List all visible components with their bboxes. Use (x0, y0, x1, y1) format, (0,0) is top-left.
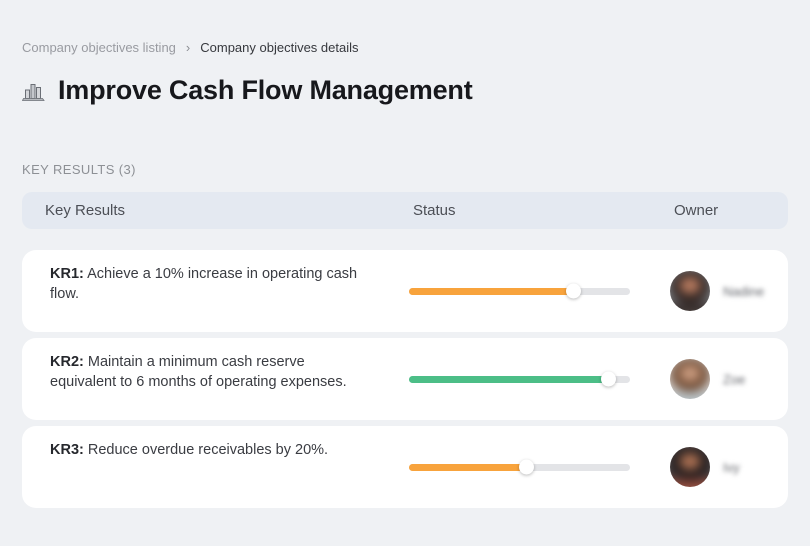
table-header-row: Key Results Status Owner (22, 192, 788, 229)
progress-slider[interactable] (409, 459, 630, 475)
table-row[interactable]: KR1: Achieve a 10% increase in operating… (22, 250, 788, 332)
objective-details-page: Company objectives listing › Company obj… (22, 40, 788, 508)
avatar (670, 271, 710, 311)
title-row: Improve Cash Flow Management (22, 75, 788, 106)
table-row[interactable]: KR3: Reduce overdue receivables by 20%. … (22, 426, 788, 508)
kr-text: Achieve a 10% increase in operating cash… (50, 266, 358, 302)
avatar (670, 359, 710, 399)
slider-thumb-icon[interactable] (519, 459, 535, 475)
column-header-status: Status (413, 202, 456, 219)
page-title: Improve Cash Flow Management (58, 75, 473, 105)
breadcrumb-item-listing[interactable]: Company objectives listing (22, 40, 176, 55)
owner-name: Ivy (723, 459, 740, 475)
breadcrumb: Company objectives listing › Company obj… (22, 40, 788, 55)
progress-slider[interactable] (409, 283, 630, 299)
kr-id-label: KR3: (50, 442, 84, 458)
status-cell (409, 371, 652, 387)
column-header-owner: Owner (674, 202, 719, 219)
status-cell (409, 459, 652, 475)
kr-id-label: KR1: (50, 266, 84, 282)
slider-thumb-icon[interactable] (565, 283, 581, 299)
kr-text: Maintain a minimum cash reserve equivale… (50, 354, 347, 390)
key-results-list: KR1: Achieve a 10% increase in operating… (22, 250, 788, 508)
breadcrumb-item-details: Company objectives details (200, 40, 359, 55)
slider-thumb-icon[interactable] (600, 371, 616, 387)
key-results-section-label: KEY RESULTS (3) (22, 162, 136, 177)
owner-name: Zoe (723, 371, 746, 387)
avatar (670, 447, 710, 487)
owner-cell: Zoe (652, 359, 788, 399)
progress-slider[interactable] (409, 371, 630, 387)
column-header-key-results: Key Results (45, 202, 126, 219)
bar-chart-icon (22, 79, 46, 103)
kr-description: KR2: Maintain a minimum cash reserve equ… (22, 338, 409, 392)
kr-description: KR1: Achieve a 10% increase in operating… (22, 250, 409, 304)
owner-cell: Ivy (652, 447, 788, 487)
kr-text: Reduce overdue receivables by 20%. (87, 442, 329, 458)
table-row[interactable]: KR2: Maintain a minimum cash reserve equ… (22, 338, 788, 420)
owner-name: Nadine (723, 283, 765, 299)
owner-cell: Nadine (652, 271, 788, 311)
kr-id-label: KR2: (50, 354, 84, 370)
status-cell (409, 283, 652, 299)
chevron-right-icon: › (185, 40, 191, 55)
kr-description: KR3: Reduce overdue receivables by 20%. (22, 426, 409, 460)
